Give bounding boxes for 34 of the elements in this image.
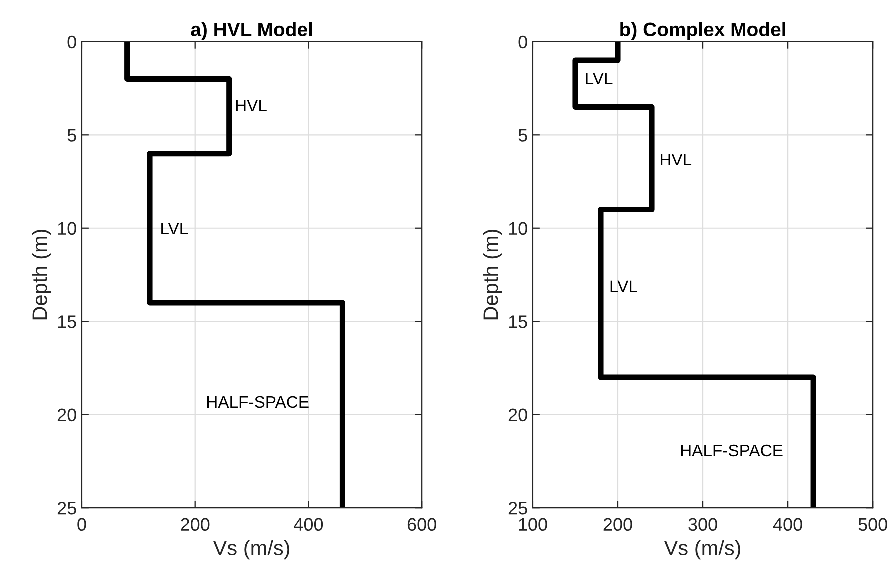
y-tick-label: 0 (68, 36, 76, 49)
y-tick-label: 15 (509, 316, 528, 328)
x-tick-label: 300 (688, 518, 718, 532)
y-tick-label: 20 (58, 408, 76, 422)
y-tick-label: 10 (509, 222, 528, 236)
y-tick-label: 15 (58, 316, 76, 328)
x-axis-title: Vs (m/s) (664, 540, 740, 560)
x-tick-label: 600 (408, 518, 436, 532)
annotation: HVL (236, 100, 267, 112)
annotation: LVL (610, 280, 638, 292)
x-tick-label: 100 (519, 518, 548, 532)
x-axis-title: Vs (m/s) (213, 540, 290, 560)
annotation: LVL (162, 223, 188, 235)
x-tick-label: 400 (773, 518, 802, 532)
chart-title: a) HVL Model (191, 22, 312, 40)
y-tick-label: 25 (508, 502, 528, 515)
x-tick-label: 200 (181, 518, 210, 532)
x-tick-label: 0 (78, 518, 86, 532)
annotation: HALF-SPACE (681, 444, 783, 457)
y-tick-label: 5 (518, 129, 528, 142)
x-tick-label: 400 (294, 518, 324, 532)
annotation: HALF-SPACE (207, 396, 309, 408)
y-tick-label: 10 (58, 222, 76, 236)
annotation: HVL (661, 154, 692, 166)
annotation: LVL (586, 72, 613, 84)
y-tick-label: 5 (68, 129, 76, 142)
chart-title: b) Complex Model (620, 22, 786, 40)
x-tick-label: 200 (604, 518, 632, 532)
y-tick-label: 25 (58, 502, 76, 515)
x-tick-label: 500 (858, 518, 888, 532)
y-tick-label: 20 (508, 408, 528, 422)
y-axis-title: Depth (m) (32, 230, 52, 320)
y-axis-title: Depth (m) (483, 230, 502, 320)
y-tick-label: 0 (518, 36, 528, 49)
